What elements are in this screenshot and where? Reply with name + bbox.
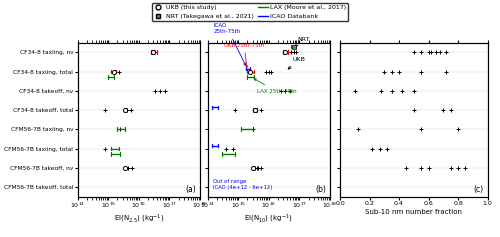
Text: UKB 25th-75th: UKB 25th-75th (224, 42, 264, 68)
Text: (b): (b) (316, 185, 326, 194)
Text: (a): (a) (186, 185, 196, 194)
Legend: UKB (this study), NRT (Takegawa et al., 2021), LAX (Moore et al., 2017), ICAO Da: UKB (this study), NRT (Takegawa et al., … (152, 3, 348, 21)
Text: Out of range
ICAO (4e+12 - 6e+12): Out of range ICAO (4e+12 - 6e+12) (213, 179, 272, 190)
Text: NRT: NRT (295, 37, 310, 46)
X-axis label: Sub-10 nm number fraction: Sub-10 nm number fraction (365, 209, 462, 215)
X-axis label: EI(N$_{10}$) (kg$^{-1}$): EI(N$_{10}$) (kg$^{-1}$) (244, 213, 293, 225)
X-axis label: EI(N$_{2.5}$) (kg$^{-1}$): EI(N$_{2.5}$) (kg$^{-1}$) (114, 213, 164, 225)
Text: (c): (c) (473, 185, 483, 194)
Text: LAX 25th-75th: LAX 25th-75th (254, 79, 296, 94)
Text: ICAO
25th-75th: ICAO 25th-75th (214, 23, 246, 65)
Text: UKB: UKB (288, 57, 306, 69)
